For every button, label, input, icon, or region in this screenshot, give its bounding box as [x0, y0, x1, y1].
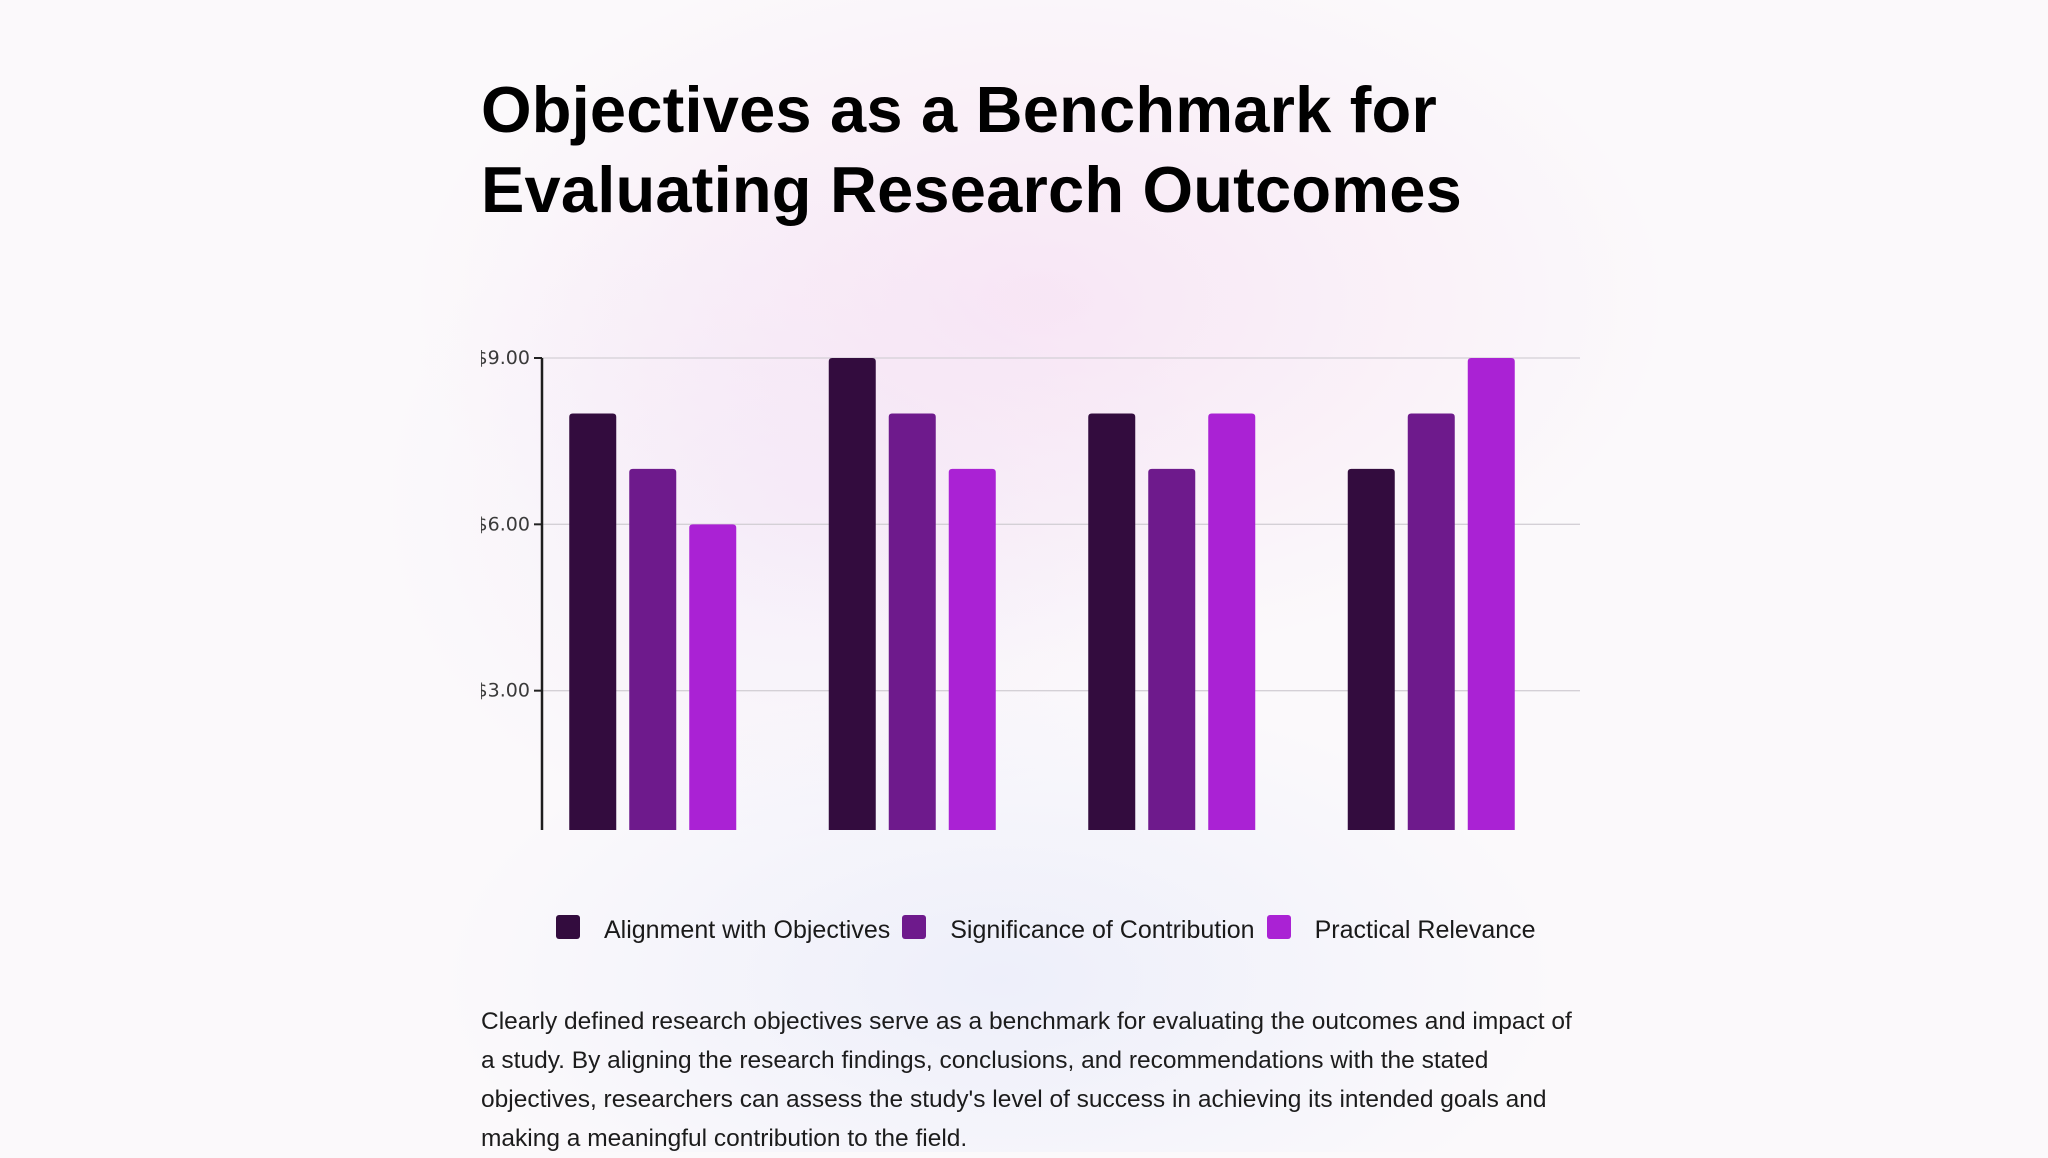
- bar: [689, 524, 737, 830]
- bar: [1088, 413, 1136, 830]
- y-tick-label: $9.00: [481, 347, 530, 369]
- bar-chart: $0.00$3.00$6.00$9.00 NoveltyTheoretical …: [481, 270, 1581, 944]
- legend-item: Alignment with Objectives: [556, 914, 891, 945]
- title-line-2: Evaluating Research Outcomes: [481, 153, 1462, 226]
- axes: [540, 358, 544, 830]
- legend-swatch: [1266, 914, 1291, 939]
- legend-label: Significance of Contribution: [950, 916, 1255, 944]
- legend-label: Practical Relevance: [1314, 916, 1536, 944]
- legend-item: Significance of Contribution: [902, 914, 1255, 945]
- legend-swatch: [902, 914, 927, 939]
- bar: [828, 358, 876, 830]
- bar: [1407, 413, 1455, 830]
- bar: [888, 413, 936, 830]
- bars: [569, 358, 1515, 830]
- bar: [948, 468, 996, 830]
- bar: [1347, 468, 1395, 830]
- bar: [1208, 413, 1256, 830]
- bar: [569, 413, 617, 830]
- legend-item: Practical Relevance: [1266, 914, 1536, 945]
- legend-label: Alignment with Objectives: [604, 916, 891, 944]
- description-paragraph: Clearly defined research objectives serv…: [481, 1008, 1572, 1152]
- bar: [1148, 468, 1196, 830]
- title-line-1: Objectives as a Benchmark for: [481, 73, 1437, 146]
- chart-canvas: $0.00$3.00$6.00$9.00 NoveltyTheoretical …: [481, 347, 1580, 830]
- y-tick-label: $6.00: [481, 513, 530, 535]
- bar: [629, 468, 677, 830]
- y-tick-label: $3.00: [481, 680, 530, 702]
- bar: [1467, 358, 1515, 830]
- slide: Objectives as a Benchmark for Evaluating…: [481, 70, 1581, 1152]
- y-axis-ticks: $0.00$3.00$6.00$9.00: [481, 347, 542, 702]
- chart-legend: Alignment with Objectives Significance of…: [556, 914, 1548, 945]
- legend-swatch: [556, 914, 580, 939]
- page-title: Objectives as a Benchmark for Evaluating…: [481, 70, 1581, 230]
